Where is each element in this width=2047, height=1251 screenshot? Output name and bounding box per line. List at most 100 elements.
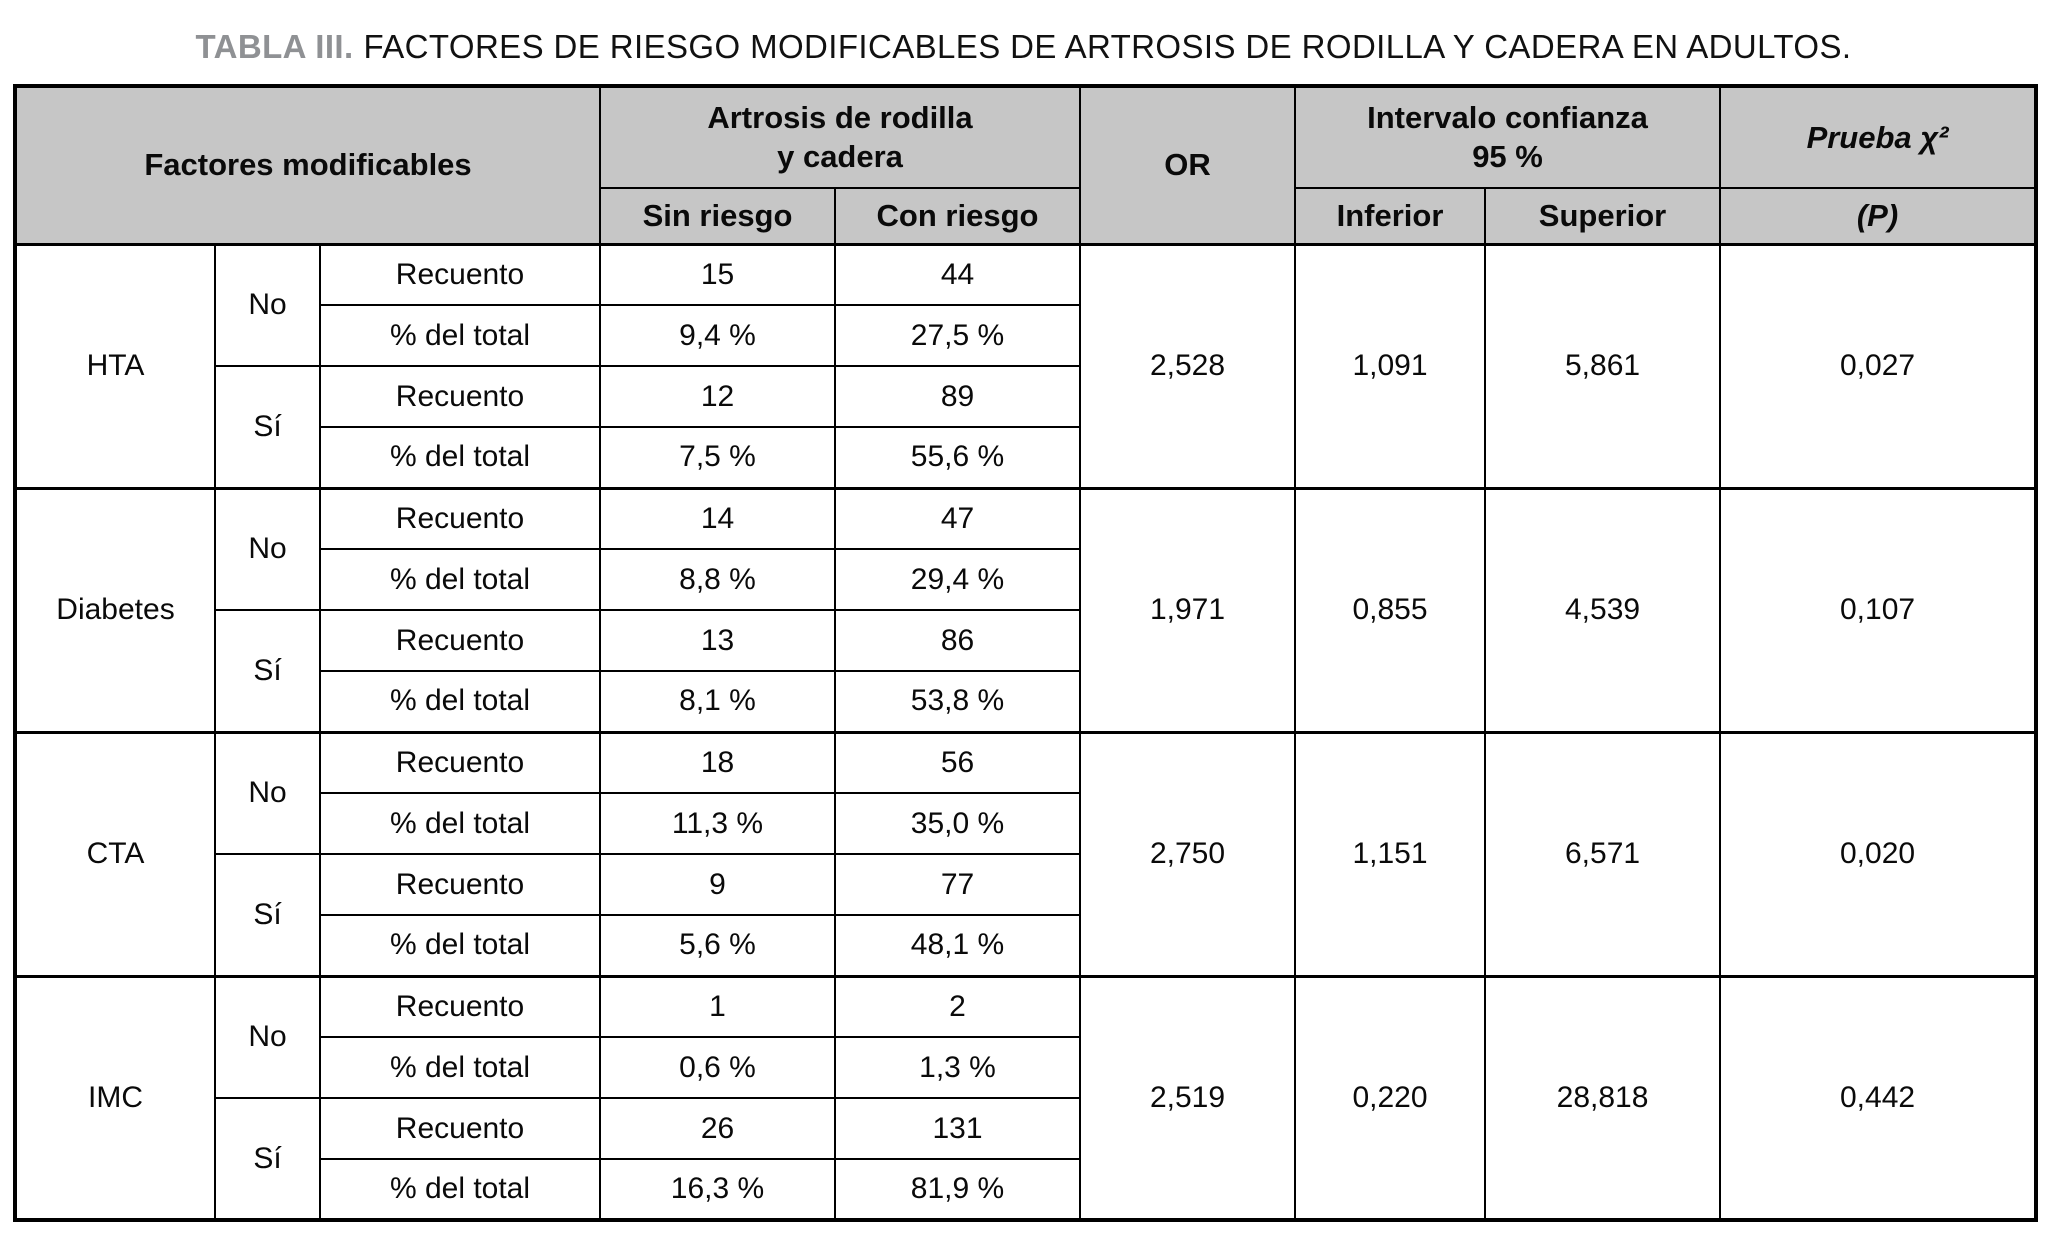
table-title: TABLA III. FACTORES DE RIESGO MODIFICABLE… [13,28,2034,66]
row-label-recuento: Recuento [319,974,601,1038]
cell-value: 7,5 % [599,426,836,489]
cell-superior: 28,818 [1484,974,1722,1221]
cell-value: 131 [833,1097,1082,1160]
cell-value: 53,8 % [833,670,1082,733]
cell-value: 77 [833,853,1082,916]
cell-value: 5,6 % [599,914,836,977]
table-title-text: FACTORES DE RIESGO MODIFICABLES DE ARTRO… [363,28,1852,65]
col-header-con-riesgo: Con riesgo [833,187,1082,246]
row-label-pct-total: % del total [319,670,601,733]
cell-value: 1,3 % [833,1036,1082,1099]
cell-value: 27,5 % [833,304,1082,367]
table-title-tag: TABLA III. [195,28,354,65]
cell-value: 26 [599,1097,836,1160]
table-row: % del total 8,8 % 29,4 % [15,548,2036,611]
cell-value: 9,4 % [599,304,836,367]
cell-p: 0,107 [1719,486,2038,733]
table-row: % del total 16,3 % 81,9 % [15,1158,2036,1221]
cell-inferior: 0,855 [1294,486,1487,733]
cell-value: 14 [599,486,836,550]
cell-or: 2,750 [1079,730,1297,977]
answer-no: No [214,730,321,855]
table-row: % del total 5,6 % 48,1 % [15,914,2036,977]
factor-name-imc: IMC [14,974,216,1221]
header-row-2: Sin riesgo Con riesgo Inferior Superior … [15,187,2038,246]
answer-no: No [214,974,321,1099]
table-row: % del total 8,1 % 53,8 % [15,670,2036,733]
cell-or: 2,519 [1079,974,1297,1221]
cell-superior: 6,571 [1484,730,1722,977]
row-label-pct-total: % del total [319,304,601,367]
cell-superior: 4,539 [1484,486,1722,733]
table-row: CTA No Recuento 18 56 2,750 1,151 6,571 … [14,730,2038,977]
cell-value: 86 [833,609,1082,672]
cell-value: 55,6 % [833,426,1082,489]
row-label-recuento: Recuento [319,486,601,550]
row-label-recuento: Recuento [319,730,601,794]
table-row: % del total 7,5 % 55,6 % [15,426,2036,489]
cell-value: 13 [599,609,836,672]
answer-si: Sí [214,609,321,733]
col-header-p: (P) [1719,187,2038,246]
table-body: HTA No Recuento 15 44 2,528 1,091 5,861 … [14,242,2038,1221]
row-label-recuento: Recuento [319,853,601,916]
table-row: Diabetes No Recuento 14 47 1,971 0,855 4… [14,486,2038,733]
cell-value: 44 [833,242,1082,306]
cell-value: 16,3 % [599,1158,836,1221]
row-label-recuento: Recuento [319,1097,601,1160]
answer-si: Sí [214,1097,321,1221]
cell-inferior: 1,151 [1294,730,1487,977]
cell-value: 8,1 % [599,670,836,733]
cell-p: 0,442 [1719,974,2038,1221]
cell-value: 18 [599,730,836,794]
cell-value: 81,9 % [833,1158,1082,1221]
cell-value: 15 [599,242,836,306]
cell-or: 1,971 [1079,486,1297,733]
cell-value: 11,3 % [599,792,836,855]
answer-no: No [214,242,321,367]
row-label-pct-total: % del total [319,792,601,855]
table-row: Sí Recuento 9 77 [15,853,2036,977]
row-label-pct-total: % del total [319,914,601,977]
cell-value: 56 [833,730,1082,794]
table-row: % del total 11,3 % 35,0 % [15,792,2036,855]
col-header-factores-modificables: Factores modificables [14,85,601,245]
cell-value: 8,8 % [599,548,836,611]
table-row: % del total 0,6 % 1,3 % [15,1036,2036,1099]
row-label-pct-total: % del total [319,548,601,611]
table-row: Sí Recuento 12 89 [15,365,2036,489]
factor-name-hta: HTA [14,242,216,489]
cell-value: 35,0 % [833,792,1082,855]
col-header-inferior: Inferior [1294,187,1487,246]
row-label-recuento: Recuento [319,365,601,428]
row-label-recuento: Recuento [319,242,601,306]
table-row: IMC No Recuento 1 2 2,519 0,220 28,818 0… [14,974,2038,1221]
row-label-pct-total: % del total [319,1036,601,1099]
col-header-or: OR [1079,85,1297,245]
answer-si: Sí [214,365,321,489]
cell-value: 1 [599,974,836,1038]
table-row: Sí Recuento 13 86 [15,609,2036,733]
factor-name-diabetes: Diabetes [14,486,216,733]
cell-value: 48,1 % [833,914,1082,977]
cell-superior: 5,861 [1484,242,1722,489]
cell-value: 89 [833,365,1082,428]
table-row: HTA No Recuento 15 44 2,528 1,091 5,861 … [14,242,2038,489]
cell-value: 2 [833,974,1082,1038]
table-header: Factores modificables Artrosis de rodill… [14,85,2038,246]
table-row: % del total 9,4 % 27,5 % [15,304,2036,367]
cell-value: 47 [833,486,1082,550]
header-row-1: Factores modificables Artrosis de rodill… [14,85,2038,245]
cell-p: 0,020 [1719,730,2038,977]
row-label-recuento: Recuento [319,609,601,672]
row-label-pct-total: % del total [319,426,601,489]
answer-no: No [214,486,321,611]
cell-inferior: 1,091 [1294,242,1487,489]
cell-value: 9 [599,853,836,916]
cell-value: 29,4 % [833,548,1082,611]
risk-factors-table: Factores modificables Artrosis de rodill… [13,84,2039,1222]
col-header-sin-riesgo: Sin riesgo [599,187,836,246]
cell-value: 12 [599,365,836,428]
col-header-prueba-chi2: Prueba χ² [1719,85,2038,189]
